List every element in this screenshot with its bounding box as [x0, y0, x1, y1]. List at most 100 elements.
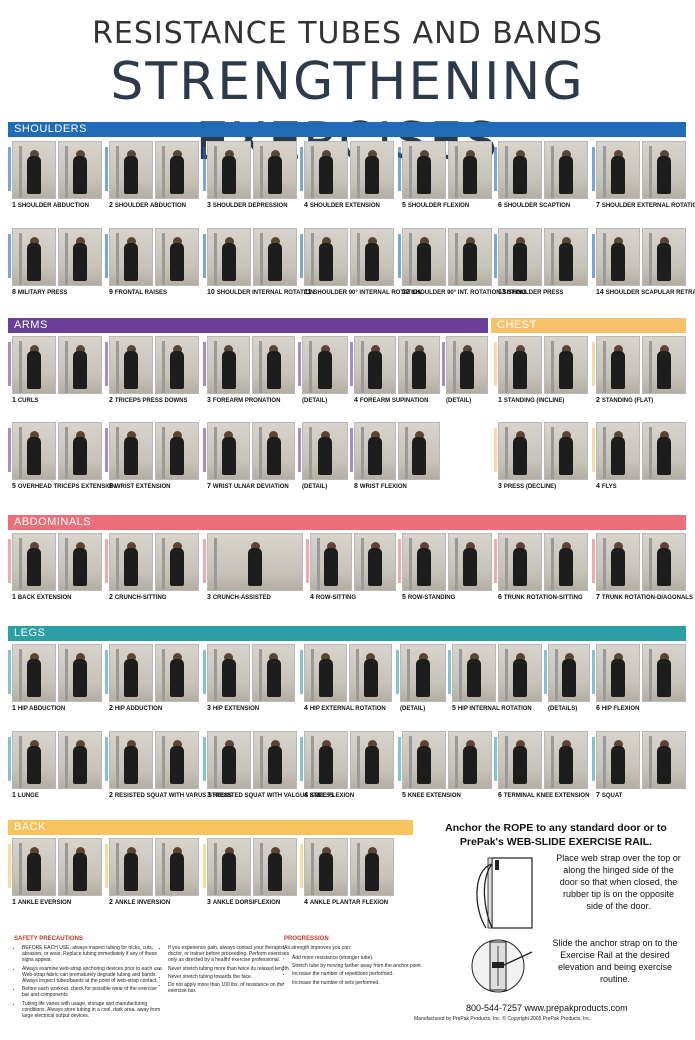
person-head — [561, 431, 571, 440]
exercise-rail — [505, 427, 508, 479]
exercise-abdominals-1: 1 BACK EXTENSION — [8, 533, 103, 601]
exercise-caption: 1 HIP ABDUCTION — [12, 705, 65, 712]
exercise-rail — [260, 146, 263, 198]
person-head — [270, 150, 280, 159]
person-head — [270, 237, 280, 246]
exercise-caption: 4 FLYS — [596, 483, 617, 490]
exercise-rail — [356, 649, 359, 701]
person-figure — [412, 437, 426, 475]
exercise-photo — [498, 644, 542, 702]
exercise-rail — [455, 736, 458, 788]
exercise-number: 14 — [596, 289, 606, 296]
exercise-caption: 1 LUNGE — [12, 792, 39, 799]
person-figure — [513, 243, 527, 281]
exercise-caption: (DETAIL) — [446, 397, 471, 404]
exercise-number: 1 — [12, 705, 18, 712]
person-figure — [513, 746, 527, 784]
person-head — [29, 542, 39, 551]
person-head — [126, 237, 136, 246]
person-figure — [268, 853, 282, 891]
exercise-photo — [448, 228, 492, 286]
exercise-photo — [207, 422, 250, 480]
exercise-photo — [544, 731, 588, 789]
exercise-rail — [214, 843, 217, 895]
person-figure — [559, 156, 573, 194]
person-figure — [73, 156, 87, 194]
person-head — [659, 542, 669, 551]
person-figure — [463, 156, 477, 194]
section-color-stripe — [203, 234, 206, 278]
person-head — [320, 431, 330, 440]
exercise-rail — [505, 649, 508, 701]
exercise-rail — [603, 146, 606, 198]
exercise-caption: 6 TRUNK ROTATION-SITTING — [498, 594, 583, 601]
section-color-stripe — [592, 539, 595, 583]
exercise-name: SQUAT — [601, 793, 623, 799]
anchor-step-rail: Slide the anchor strap on to the Exercis… — [552, 938, 678, 984]
person-figure — [657, 351, 671, 389]
person-head — [367, 237, 377, 246]
exercise-shoulders-9: 9 FRONTAL RAISES — [105, 228, 199, 296]
person-head — [224, 150, 234, 159]
exercise-rail — [311, 649, 314, 701]
person-figure — [170, 156, 184, 194]
person-head — [659, 653, 669, 662]
exercise-photo — [12, 644, 56, 702]
exercise-photo — [548, 644, 590, 702]
person-head — [224, 740, 234, 749]
person-figure — [365, 243, 379, 281]
exercise-photo — [304, 731, 348, 789]
exercise-legs-13: 5 KNEE EXTENSION — [398, 731, 492, 799]
exercise-rail — [505, 146, 508, 198]
section-header-back: BACK — [8, 820, 413, 835]
section-color-stripe — [8, 342, 11, 386]
exercise-legs-10: 2 RESISTED SQUAT WITH VARUS STRESS — [105, 731, 232, 799]
exercise-shoulders-2: 2 SHOULDER ABDUCTION — [105, 141, 199, 209]
exercise-name: SHOULDER EXTERNAL ROTATION-SITTING — [601, 203, 695, 209]
exercise-rail — [551, 736, 554, 788]
exercise-photo — [58, 228, 102, 286]
exercise-name: (DETAIL) — [400, 706, 426, 712]
person-head — [75, 345, 85, 354]
person-figure — [319, 243, 333, 281]
exercise-name: (DETAIL) — [302, 484, 328, 490]
copyright-notice: Manufactured by PrePak Products, Inc. © … — [414, 1016, 592, 1022]
exercise-number: 1 — [12, 202, 18, 209]
exercise-caption: (DETAILS) — [548, 705, 577, 712]
exercise-rail — [214, 538, 217, 590]
person-head — [270, 847, 280, 856]
person-head — [659, 431, 669, 440]
person-figure — [170, 548, 184, 586]
person-figure — [611, 156, 625, 194]
exercise-number: 1 — [12, 397, 18, 404]
section-color-stripe — [544, 650, 547, 694]
person-figure — [417, 243, 431, 281]
exercise-caption: 3 FOREARM PRONATION — [207, 397, 280, 404]
exercise-number: 10 — [207, 289, 217, 296]
exercise-legs-1: 1 HIP ABDUCTION — [8, 644, 103, 712]
exercise-caption: 11 SHOULDER 90° INTERNAL ROTATION — [304, 289, 422, 296]
section-color-stripe — [300, 737, 303, 781]
person-figure — [463, 243, 477, 281]
exercise-rail — [162, 146, 165, 198]
exercise-caption: 1 ANKLE EVERSION — [12, 899, 71, 906]
section-color-stripe — [203, 650, 206, 694]
safety-list-right: If you experience pain, always contact y… — [160, 945, 290, 996]
exercise-number: 4 — [304, 899, 310, 906]
exercise-number: 2 — [109, 397, 115, 404]
exercise-rail — [311, 233, 314, 285]
exercise-rail — [19, 843, 22, 895]
person-figure — [657, 548, 671, 586]
exercise-name: TRUNK ROTATION-SITTING — [503, 595, 583, 601]
exercise-name: ANKLE EVERSION — [17, 900, 72, 906]
section-color-stripe — [298, 342, 301, 386]
person-figure — [27, 437, 41, 475]
safety-item: Never stretch tubing more than twice its… — [168, 966, 290, 972]
exercise-photo — [109, 731, 153, 789]
exercise-photo — [498, 336, 542, 394]
person-figure — [611, 746, 625, 784]
exercise-rail — [162, 649, 165, 701]
exercise-name: SHOULDER 90° INT. ROTATION-SITTING — [411, 290, 527, 296]
exercise-rail — [214, 233, 217, 285]
person-figure — [463, 548, 477, 586]
